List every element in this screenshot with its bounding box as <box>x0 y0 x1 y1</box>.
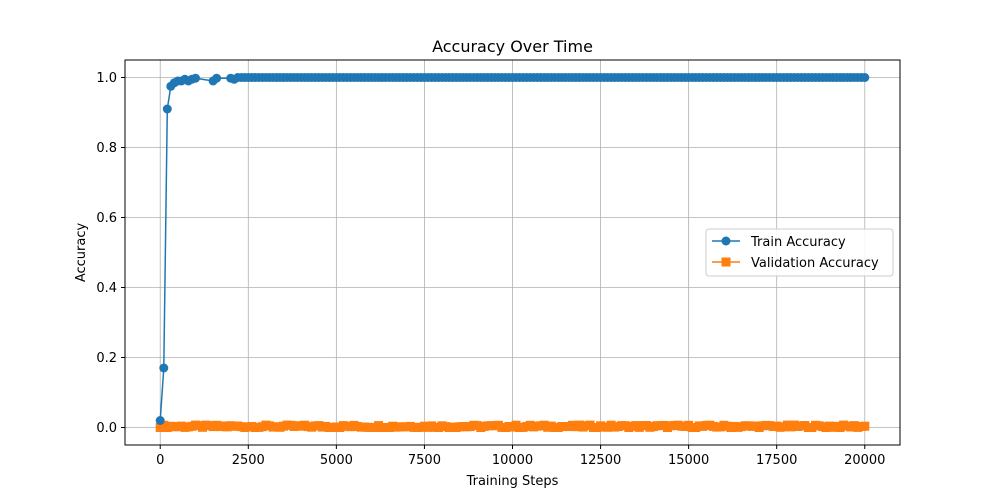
legend: Train Accuracy Validation Accuracy <box>705 228 894 277</box>
y-tick-label: 0.6 <box>96 211 117 226</box>
validation-accuracy-point <box>860 421 870 431</box>
y-tick-label: 0.0 <box>96 421 117 436</box>
legend-validation-label: Validation Accuracy <box>751 256 879 271</box>
series-layer <box>155 73 870 432</box>
x-tick-label: 5000 <box>320 453 353 468</box>
x-tick-label: 10000 <box>492 453 533 468</box>
y-tick-label: 0.2 <box>96 351 117 366</box>
chart-title: Accuracy Over Time <box>432 37 593 56</box>
legend-train-label: Train Accuracy <box>750 235 846 250</box>
legend-validation-marker <box>721 257 731 267</box>
y-tick-label: 0.8 <box>96 141 117 156</box>
x-tick-label: 12500 <box>580 453 621 468</box>
y-tick-label: 0.4 <box>96 281 117 296</box>
x-tick-label: 7500 <box>408 453 441 468</box>
ticks: 0 2500 5000 7500 10000 12500 15000 17500 20000 0.… <box>96 71 885 468</box>
train-accuracy-point <box>191 73 200 83</box>
x-tick-label: 0 <box>156 453 164 468</box>
x-tick-label: 17500 <box>756 453 797 468</box>
x-tick-label: 20000 <box>844 453 885 468</box>
train-accuracy-point <box>860 73 870 82</box>
y-tick-label: 1.0 <box>96 71 117 86</box>
train-accuracy-point <box>155 416 165 425</box>
train-accuracy-point <box>212 73 222 83</box>
x-tick-label: 2500 <box>232 453 265 468</box>
x-tick-label: 15000 <box>668 453 709 468</box>
y-axis-label: Accuracy <box>74 223 89 283</box>
train-accuracy-point <box>162 104 172 114</box>
legend-train-marker <box>721 236 731 246</box>
legend-box <box>705 228 894 277</box>
train-accuracy-point <box>159 363 169 373</box>
x-axis-label: Training Steps <box>466 474 559 489</box>
